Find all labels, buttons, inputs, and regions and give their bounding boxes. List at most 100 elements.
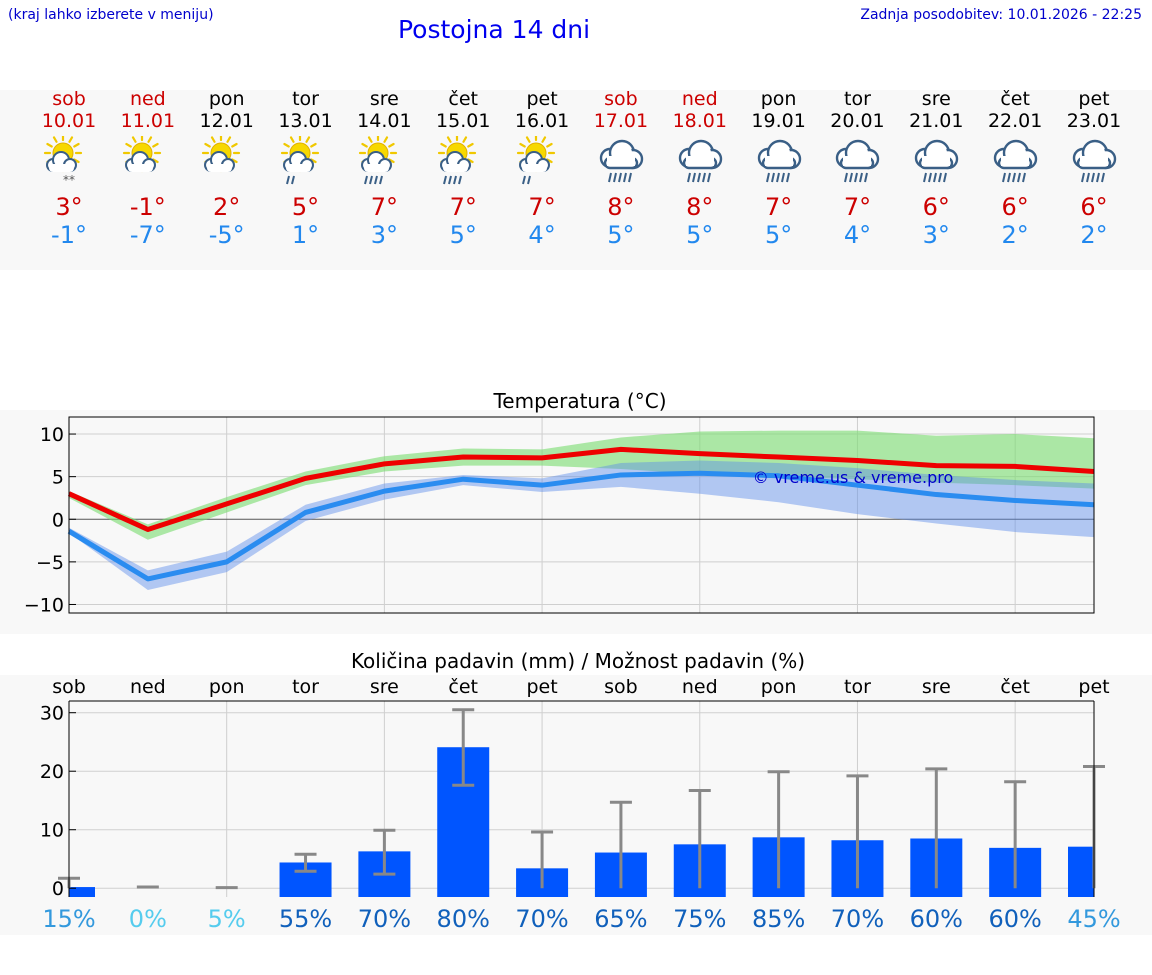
precip-probability: 70% — [358, 905, 411, 933]
day-date: 12.01 — [199, 110, 254, 132]
min-temp: 1° — [291, 221, 320, 249]
day-name: pon — [208, 88, 245, 110]
max-temp-line — [67, 446, 1095, 532]
precip-probability: 85% — [752, 905, 805, 933]
day-column: sre 21.01 6° 3° — [896, 88, 976, 249]
max-temp: 8° — [607, 193, 635, 221]
sun-cloud-snow-icon: ** — [29, 136, 109, 186]
max-temp: 6° — [922, 193, 950, 221]
precip-day-name: sre — [370, 676, 399, 698]
day-column: pet 16.01 7° 4° — [502, 88, 582, 249]
region-hint: (kraj lahko izberete v meniju) — [8, 7, 214, 23]
y-tick-label: −5 — [36, 552, 64, 574]
max-temp: 6° — [1080, 193, 1108, 221]
precipitation-title: Količina padavin (mm) / Možnost padavin … — [351, 649, 805, 673]
day-name: pon — [760, 88, 797, 110]
day-column: pet 23.01 6° 2° — [1054, 88, 1134, 249]
y-tick-label: 10 — [40, 820, 64, 842]
precip-probability: 65% — [594, 905, 647, 933]
min-temp: 5° — [764, 221, 793, 249]
day-name: sre — [369, 88, 399, 110]
min-temp: 4° — [528, 221, 556, 249]
min-temp: 5° — [686, 221, 714, 249]
max-temp: 3° — [55, 193, 83, 221]
y-tick-label: 20 — [40, 761, 64, 783]
precip-day-name: tor — [844, 676, 871, 698]
y-tick-label: 0 — [52, 878, 64, 900]
day-column: sre 14.01 7° 3° — [344, 88, 424, 249]
precip-day-name: pon — [761, 676, 797, 698]
precip-day-name: tor — [292, 676, 319, 698]
precip-bar — [69, 887, 95, 897]
day-name: čet — [1000, 88, 1030, 110]
day-name: sob — [52, 88, 86, 110]
forecast-row: sob 10.01 ** 3° -1° ned 11.01 -1° -7° pon 12.01 2° -… — [0, 88, 1152, 268]
max-temp: 7° — [764, 193, 793, 221]
sun-cloud-heavy-rain-icon — [423, 136, 503, 186]
precip-bar — [1068, 846, 1094, 897]
precip-day-name: ned — [130, 676, 166, 698]
day-date: 20.01 — [830, 110, 885, 132]
y-tick-label: 10 — [40, 424, 64, 446]
page-title: Postojna 14 dni — [398, 15, 591, 44]
min-temp: 5° — [449, 221, 477, 249]
cloud-heavy-rain-icon — [817, 136, 897, 186]
y-tick-label: 0 — [52, 509, 64, 531]
day-column: ned 11.01 -1° -7° — [108, 88, 188, 249]
day-date: 17.01 — [593, 110, 649, 132]
forecast-band — [0, 90, 1152, 270]
min-temp: 4° — [843, 221, 872, 249]
precipitation-chart: Količina padavin (mm) / Možnost padavin … — [40, 649, 1121, 933]
day-name: sre — [921, 88, 951, 110]
precip-probability: 80% — [437, 905, 490, 933]
precip-day-name: pon — [209, 676, 245, 698]
sun-cloud-rain-icon — [502, 136, 582, 186]
max-temp: 5° — [291, 193, 320, 221]
cloud-heavy-rain-icon — [896, 136, 976, 186]
min-temp: 2° — [1001, 221, 1029, 249]
temperature-plot-frame — [68, 416, 1095, 614]
day-date: 15.01 — [436, 110, 491, 132]
precip-day-name: sob — [604, 676, 638, 698]
day-date: 18.01 — [672, 110, 727, 132]
day-name: ned — [129, 88, 166, 110]
max-temp: 6° — [1001, 193, 1029, 221]
max-temp: -1° — [129, 193, 166, 221]
min-temp: 2° — [1080, 221, 1108, 249]
precip-day-name: čet — [1000, 676, 1030, 698]
sun-cloud-heavy-rain-icon — [344, 136, 424, 186]
min-range-band — [69, 460, 1094, 590]
precip-probability: 45% — [1067, 905, 1120, 933]
day-column: sob 17.01 8° 5° — [581, 88, 661, 249]
temperature-chart: Temperatura (°C) © vreme.us & vreme.pro … — [24, 389, 1095, 616]
min-temp: -7° — [129, 221, 166, 249]
sun-cloud-rain-icon — [266, 136, 346, 186]
day-date: 11.01 — [120, 110, 176, 132]
precip-probability: 55% — [279, 905, 332, 933]
temperature-title: Temperatura (°C) — [492, 389, 666, 413]
cloud-heavy-rain-icon — [739, 136, 819, 186]
day-date: 23.01 — [1066, 110, 1122, 132]
day-name: tor — [844, 88, 871, 110]
svg-text:**: ** — [63, 173, 75, 186]
cloud-heavy-rain-icon — [581, 136, 661, 186]
min-temp: 3° — [370, 221, 399, 249]
day-column: tor 20.01 7° 4° — [817, 88, 897, 249]
cloud-heavy-rain-icon — [660, 136, 740, 186]
y-tick-label: 30 — [40, 703, 64, 725]
max-temp: 7° — [370, 193, 399, 221]
day-date: 22.01 — [987, 110, 1043, 132]
day-date: 14.01 — [357, 110, 412, 132]
precip-probability: 60% — [910, 905, 963, 933]
precip-probability: 60% — [988, 905, 1041, 933]
y-tick-label: −10 — [24, 594, 64, 616]
precip-day-name: sre — [922, 676, 951, 698]
day-column: sob 10.01 ** 3° -1° — [29, 88, 109, 249]
day-date: 16.01 — [514, 110, 570, 132]
cloud-heavy-rain-icon — [1054, 136, 1134, 186]
precip-probability: 70% — [831, 905, 884, 933]
precip-probability: 0% — [129, 905, 167, 933]
day-date: 19.01 — [751, 110, 806, 132]
day-name: ned — [681, 88, 718, 110]
day-name: sob — [604, 88, 638, 110]
